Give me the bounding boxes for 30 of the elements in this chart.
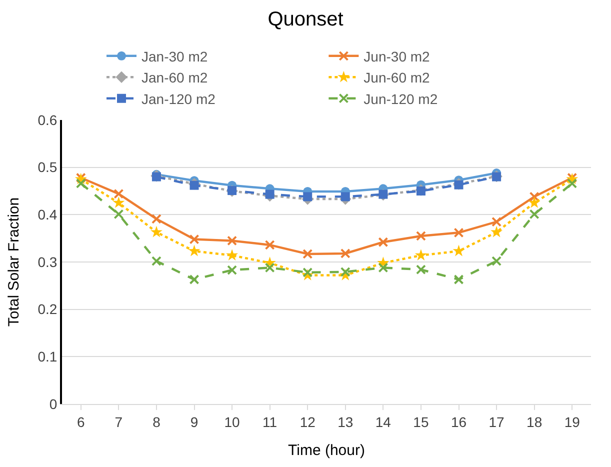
x-tick-label: 9 [190,414,198,430]
legend-label: Jun-30 m2 [364,48,430,64]
x-tick-label: 12 [300,414,316,430]
y-tick-label: 0.3 [38,254,58,270]
x-axis-title: Time (hour) [288,442,365,459]
x-tick-label: 10 [224,414,240,430]
chart-title: Quonset [268,8,344,31]
x-tick-label: 11 [262,414,278,430]
y-tick-label: 0.4 [38,206,58,223]
x-tick-label: 7 [114,414,123,430]
legend-label: Jun-60 m2 [364,70,430,86]
y-tick-label: 0.2 [38,301,58,318]
y-tick-label: 0 [49,396,58,412]
x-tick-label: 8 [152,414,161,430]
y-tick-label: 0.5 [38,159,58,176]
x-tick-label: 16 [450,414,467,430]
legend-label: Jun-120 m2 [364,90,438,107]
legend-label: Jan-120 m2 [142,90,216,107]
legend-label: Jan-60 m2 [142,70,208,86]
x-tick-label: 18 [526,414,542,430]
x-tick-label: 14 [375,414,392,430]
legend-label: Jan-30 m2 [142,48,208,64]
x-tick-label: 15 [413,414,429,430]
y-tick-label: 0.6 [38,112,58,128]
x-tick-label: 19 [564,414,580,430]
x-tick-label: 13 [338,414,354,430]
x-tick-label: 6 [76,414,85,430]
y-tick-label: 0.1 [38,348,58,365]
x-tick-label: 17 [488,414,505,430]
y-axis-title: Total Solar Fraction [5,197,22,327]
